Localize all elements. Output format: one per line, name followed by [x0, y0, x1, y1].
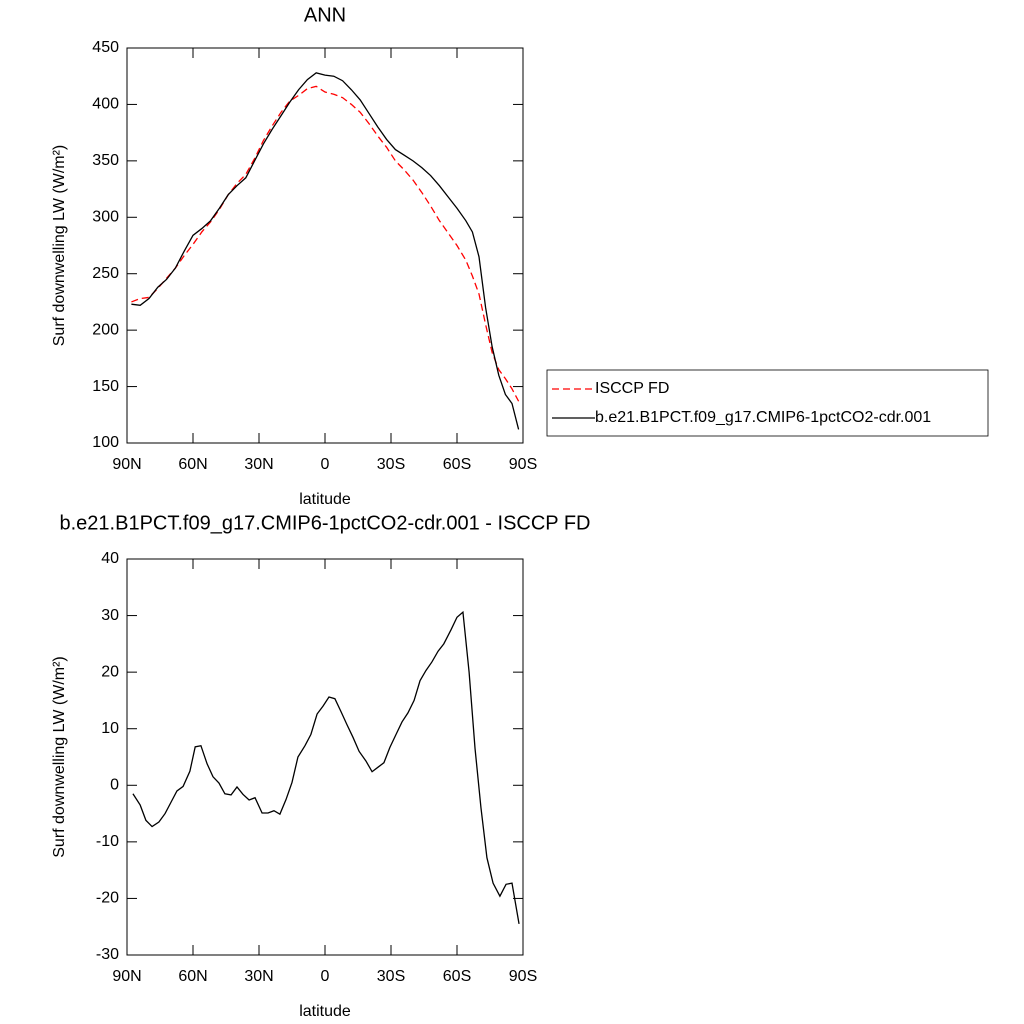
- x-tick-label: 0: [321, 968, 330, 985]
- x-tick-label: 60S: [443, 456, 471, 473]
- x-tick-label: 30S: [377, 968, 405, 985]
- legend-label: b.e21.B1PCT.f09_g17.CMIP6-1pctCO2-cdr.00…: [595, 409, 931, 426]
- y-tick-label: 300: [92, 209, 119, 226]
- x-tick-label: 30N: [244, 968, 273, 985]
- y-tick-label: 10: [101, 720, 119, 737]
- y-tick-label: 350: [92, 152, 119, 169]
- y-axis-label: Surf downwelling LW (W/m²): [51, 145, 68, 347]
- x-tick-label: 90N: [112, 456, 141, 473]
- y-tick-label: -10: [96, 833, 119, 850]
- y-tick-label: 150: [92, 378, 119, 395]
- data-line: [131, 72, 520, 430]
- y-tick-label: 400: [92, 96, 119, 113]
- y-tick-label: -30: [96, 946, 119, 963]
- x-tick-label: 90S: [509, 968, 537, 985]
- legend-label: ISCCP FD: [595, 380, 669, 397]
- y-tick-label: -20: [96, 890, 119, 907]
- x-tick-label: 30N: [244, 456, 273, 473]
- y-tick-label: 30: [101, 607, 119, 624]
- y-tick-label: 250: [92, 265, 119, 282]
- y-axis-label: Surf downwelling LW (W/m²): [51, 656, 68, 858]
- x-axis-label: latitude: [299, 491, 351, 508]
- y-tick-label: 450: [92, 39, 119, 56]
- y-tick-label: 200: [92, 321, 119, 338]
- x-tick-label: 60N: [178, 456, 207, 473]
- plot-frame: [126, 47, 524, 444]
- legend-box: [546, 369, 989, 437]
- data-line: [131, 85, 520, 402]
- data-line: [132, 610, 520, 924]
- plot-frame: [126, 558, 524, 956]
- y-tick-label: 20: [101, 663, 119, 680]
- chart-title: b.e21.B1PCT.f09_g17.CMIP6-1pctCO2-cdr.00…: [60, 512, 591, 534]
- y-tick-label: 100: [92, 434, 119, 451]
- x-tick-label: 60S: [443, 968, 471, 985]
- x-tick-label: 60N: [178, 968, 207, 985]
- chart-title: ANN: [304, 4, 346, 26]
- x-tick-label: 30S: [377, 456, 405, 473]
- x-axis-label: latitude: [299, 1003, 351, 1020]
- x-tick-label: 0: [321, 456, 330, 473]
- x-tick-label: 90N: [112, 968, 141, 985]
- x-tick-label: 90S: [509, 456, 537, 473]
- y-tick-label: 40: [101, 550, 119, 567]
- y-tick-label: 0: [110, 777, 119, 794]
